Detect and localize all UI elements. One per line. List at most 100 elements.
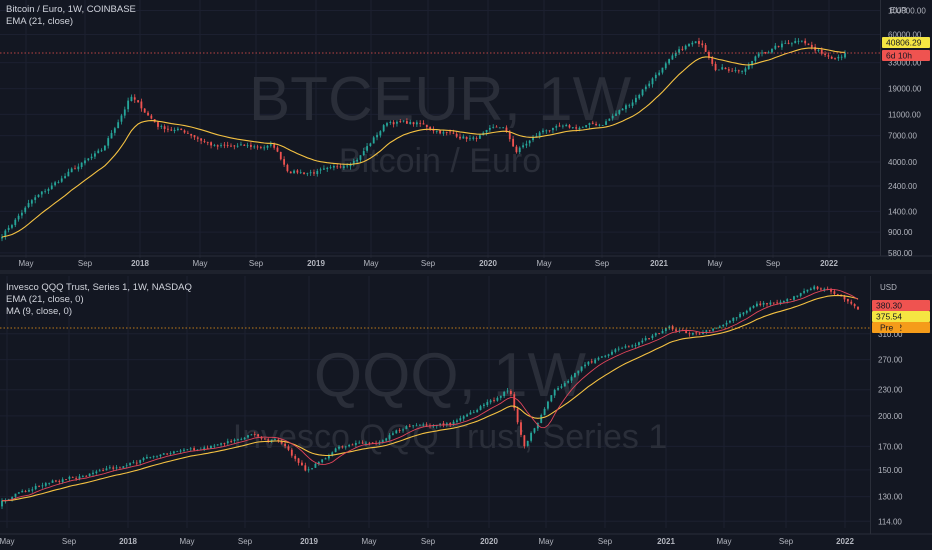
btc-candle-body[interactable] — [309, 172, 312, 174]
btc-candle-body[interactable] — [266, 145, 269, 148]
qqq-candle-body[interactable] — [213, 445, 216, 447]
qqq-candle-body[interactable] — [432, 425, 435, 427]
btc-candle-body[interactable] — [133, 97, 136, 100]
qqq-candle-body[interactable] — [41, 485, 44, 487]
btc-candle-body[interactable] — [34, 197, 37, 200]
btc-candle-body[interactable] — [634, 97, 637, 103]
qqq-candle-body[interactable] — [654, 333, 657, 336]
btc-candle-body[interactable] — [37, 194, 40, 197]
btc-candle-body[interactable] — [226, 145, 229, 146]
btc-candle-body[interactable] — [734, 70, 737, 72]
qqq-candle-body[interactable] — [65, 479, 67, 480]
qqq-candle-body[interactable] — [607, 354, 610, 356]
qqq-candle-body[interactable] — [850, 301, 853, 304]
btc-candle-body[interactable] — [581, 126, 584, 128]
btc-candle-body[interactable] — [591, 122, 594, 124]
btc-chart-pane[interactable]: BTCEUR, 1W Bitcoin / Euro May Sep 2018 May Sep… — [0, 0, 932, 268]
qqq-candle-body[interactable] — [540, 415, 543, 423]
qqq-candle-body[interactable] — [395, 430, 398, 434]
qqq-candle-body[interactable] — [638, 342, 640, 345]
qqq-candle-body[interactable] — [257, 434, 260, 437]
btc-candle-body[interactable] — [329, 167, 332, 169]
qqq-candle-body[interactable] — [523, 435, 526, 447]
qqq-candle-body[interactable] — [28, 490, 30, 492]
btc-candle-body[interactable] — [316, 170, 319, 175]
btc-candle-body[interactable] — [435, 130, 438, 132]
qqq-candle-body[interactable] — [317, 461, 320, 464]
qqq-candle-body[interactable] — [243, 437, 246, 440]
qqq-candle-body[interactable] — [675, 329, 677, 331]
qqq-candle-body[interactable] — [799, 293, 802, 296]
btc-candle-body[interactable] — [535, 135, 538, 138]
btc-candle-body[interactable] — [618, 110, 621, 114]
btc-candle-body[interactable] — [94, 153, 96, 157]
btc-candle-body[interactable] — [243, 144, 246, 146]
btc-candle-body[interactable] — [409, 121, 412, 124]
qqq-candle-body[interactable] — [348, 444, 351, 447]
btc-candle-body[interactable] — [236, 145, 239, 147]
btc-candle-body[interactable] — [276, 147, 279, 152]
qqq-candle-body[interactable] — [796, 295, 799, 297]
btc-candle-body[interactable] — [691, 42, 694, 45]
qqq-candle-body[interactable] — [803, 291, 806, 293]
qqq-candle-body[interactable] — [324, 458, 327, 460]
qqq-candle-body[interactable] — [664, 328, 667, 331]
qqq-candle-body[interactable] — [203, 447, 206, 450]
qqq-candle-body[interactable] — [250, 434, 253, 436]
btc-candle-body[interactable] — [107, 138, 110, 146]
btc-candle-body[interactable] — [794, 41, 797, 44]
qqq-candle-body[interactable] — [530, 432, 533, 441]
btc-candle-body[interactable] — [216, 145, 219, 147]
qqq-candle-body[interactable] — [78, 476, 81, 480]
btc-candle-body[interactable] — [230, 145, 232, 147]
qqq-candle-body[interactable] — [98, 470, 101, 472]
btc-candle-body[interactable] — [323, 168, 325, 170]
btc-candle-body[interactable] — [163, 126, 166, 130]
btc-candle-body[interactable] — [442, 132, 445, 134]
qqq-candle-body[interactable] — [482, 404, 485, 407]
qqq-candle-body[interactable] — [573, 373, 576, 378]
btc-candle-body[interactable] — [160, 126, 163, 127]
qqq-candle-body[interactable] — [415, 425, 418, 427]
btc-candle-body[interactable] — [844, 52, 846, 58]
qqq-candle-body[interactable] — [857, 306, 859, 310]
qqq-candle-body[interactable] — [843, 296, 846, 300]
btc-candle-body[interactable] — [220, 145, 222, 147]
btc-candle-body[interactable] — [289, 171, 292, 174]
qqq-candle-body[interactable] — [284, 443, 287, 447]
btc-candle-body[interactable] — [754, 56, 757, 61]
btc-candle-body[interactable] — [561, 125, 564, 127]
btc-candle-body[interactable] — [157, 122, 159, 127]
qqq-candle-body[interactable] — [648, 338, 650, 339]
btc-candle-body[interactable] — [240, 144, 242, 146]
btc-candle-body[interactable] — [346, 165, 349, 167]
qqq-candle-body[interactable] — [361, 442, 364, 444]
btc-candle-body[interactable] — [658, 72, 661, 75]
qqq-candle-body[interactable] — [820, 288, 822, 290]
qqq-candle-body[interactable] — [186, 449, 189, 451]
btc-candle-body[interactable] — [80, 162, 83, 167]
btc-candle-body[interactable] — [565, 124, 568, 127]
btc-candle-body[interactable] — [396, 121, 398, 124]
qqq-candle-body[interactable] — [786, 299, 789, 302]
btc-candle-body[interactable] — [542, 130, 544, 133]
qqq-candle-body[interactable] — [634, 344, 637, 346]
btc-candle-body[interactable] — [425, 124, 428, 128]
qqq-candle-body[interactable] — [206, 447, 209, 449]
qqq-candle-body[interactable] — [14, 493, 17, 497]
qqq-candle-body[interactable] — [732, 317, 735, 321]
qqq-candle-body[interactable] — [358, 442, 361, 444]
qqq-candle-body[interactable] — [402, 429, 404, 431]
qqq-candle-body[interactable] — [536, 422, 539, 429]
qqq-candle-body[interactable] — [226, 441, 229, 444]
qqq-candle-body[interactable] — [489, 400, 492, 403]
qqq-candle-body[interactable] — [631, 345, 634, 347]
qqq-candle-body[interactable] — [48, 483, 51, 484]
qqq-candle-body[interactable] — [223, 443, 226, 444]
btc-candle-body[interactable] — [767, 52, 770, 54]
btc-candle-body[interactable] — [701, 43, 704, 46]
btc-candle-body[interactable] — [698, 41, 700, 44]
qqq-candle-body[interactable] — [745, 310, 748, 313]
qqq-candle-body[interactable] — [17, 492, 20, 494]
qqq-candle-body[interactable] — [644, 338, 647, 341]
